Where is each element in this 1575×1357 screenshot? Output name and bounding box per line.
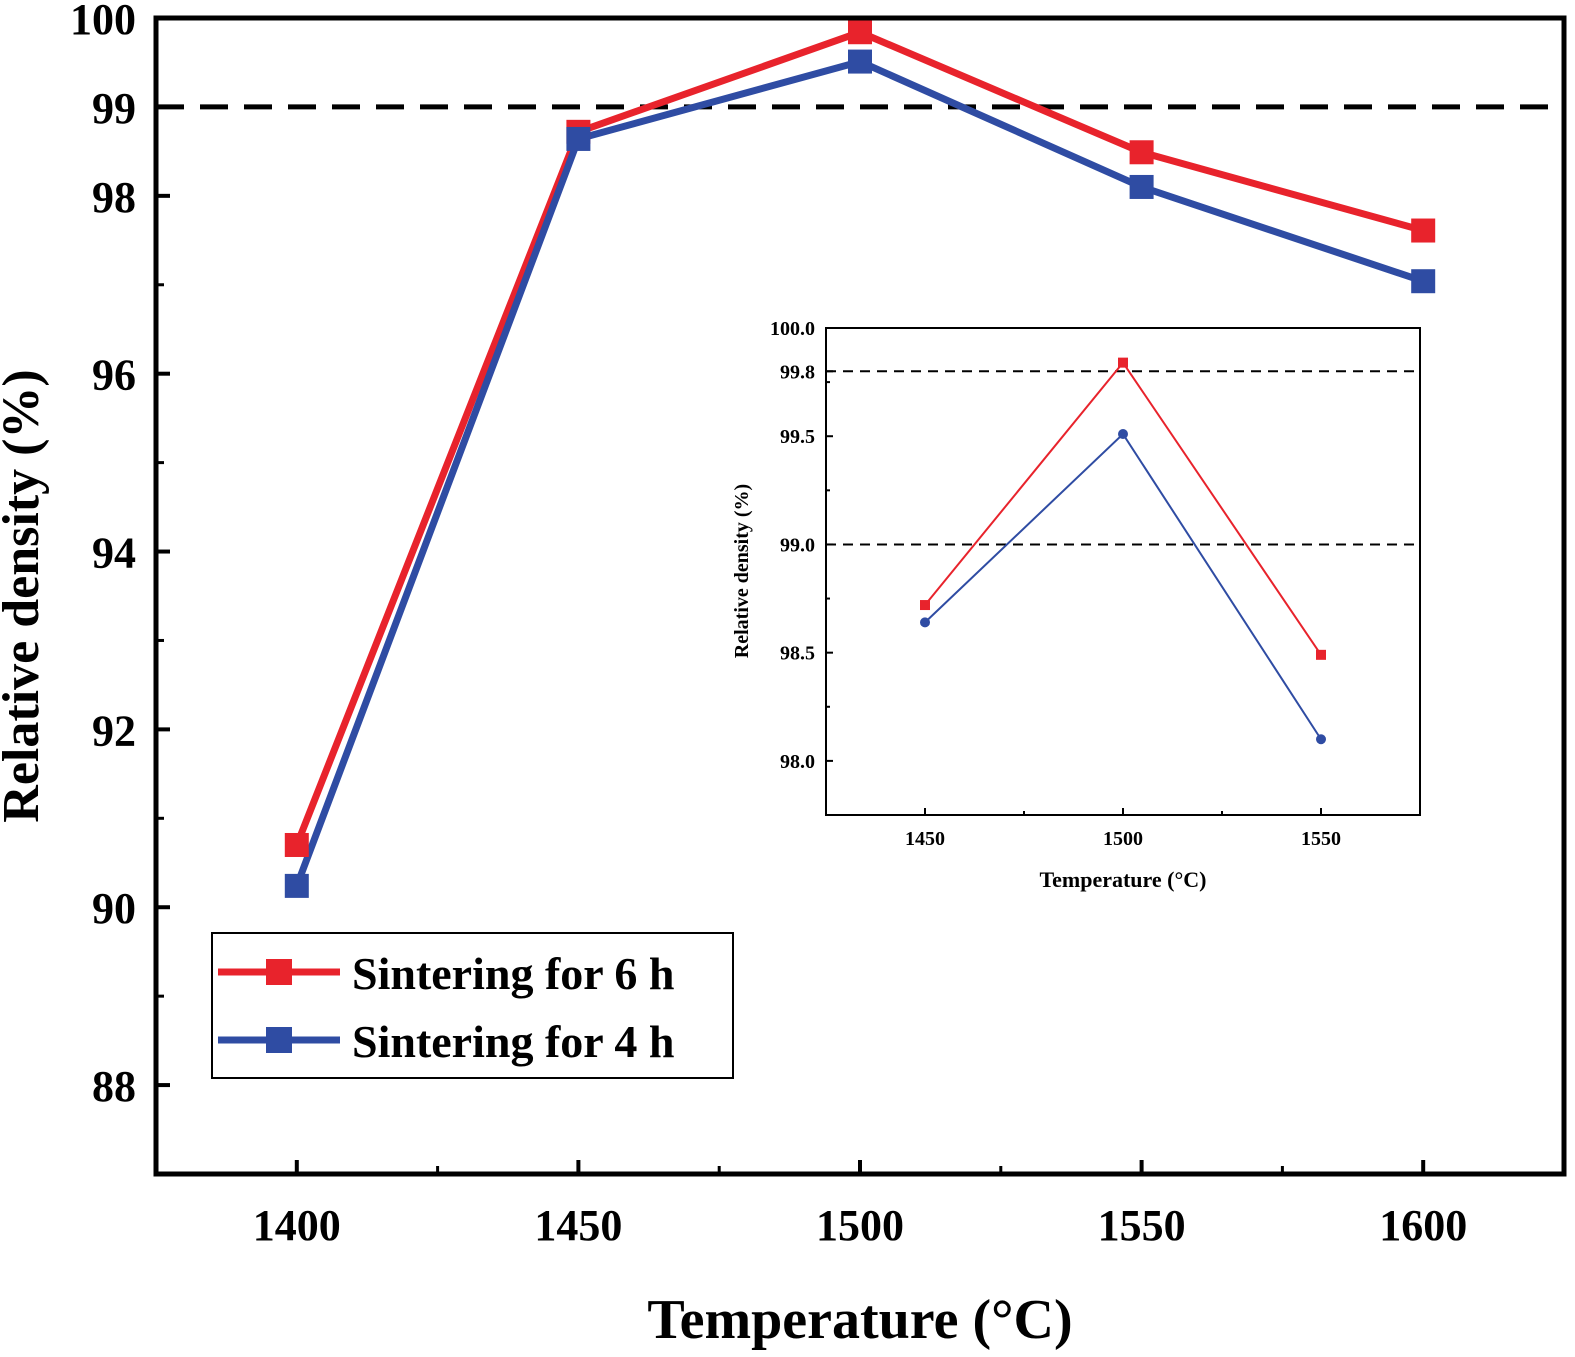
inset-x-tick-label: 1450 [905,828,945,850]
inset-series-0-point [920,600,930,611]
inset-reference-lines [826,370,1420,546]
legend-marker-4h [266,1027,292,1053]
legend-label-4h: Sintering for 4 h [352,1016,674,1067]
main-y-tick-label: 92 [92,706,136,755]
main-plot-frame [153,15,1567,1177]
inset-plot-frame [825,327,1421,816]
main-y-tick-label: 99 [92,84,136,133]
inset-series-group [920,357,1326,745]
inset-series-0-point [1118,357,1128,368]
inset-series-1-point [920,617,930,628]
main-x-tick-label: 1500 [816,1201,904,1250]
main-series-0-point [1129,140,1154,165]
main-series-group [284,20,1436,898]
inset-x-tick-label: 1500 [1103,828,1143,850]
inset-chart: 98.0 98.5 99.0 99.5 99.8 100.0 1450 1500 1550 T… [731,318,1421,892]
legend-marker-6h [266,959,292,985]
inset-x-tick-label: 1550 [1301,828,1341,850]
main-series-0-point [848,20,872,45]
main-series-1-point [284,873,309,898]
main-x-tick-label: 1450 [534,1201,622,1250]
main-series-1-point [1411,269,1436,294]
main-y-tick-label: 88 [92,1062,136,1111]
main-y-axis-label: Relative density (%) [0,369,50,822]
inset-y-tick-label: 98.0 [780,751,815,773]
main-series-1-point [848,49,872,74]
inset-series-1-point [1118,429,1128,440]
legend-entry-6h: Sintering for 6 h [218,948,674,999]
main-y-tick-label: 90 [92,884,136,933]
main-y-tick-label: 100 [70,0,136,44]
main-x-ticks: 1400 1450 1500 1550 1600 [253,1160,1467,1250]
main-x-tick-label: 1550 [1098,1201,1186,1250]
main-y-tick-label: 94 [92,529,136,578]
legend: Sintering for 6 h Sintering for 4 h [211,932,734,1079]
legend-entry-4h: Sintering for 4 h [218,1016,674,1067]
main-series-1-point [566,126,591,151]
inset-series-1-point [1316,734,1326,745]
inset-x-axis-label: Temperature (°C) [1039,867,1206,892]
inset-y-tick-label: 98.5 [780,643,815,665]
inset-y-tick-label: 99.5 [780,426,815,448]
main-y-tick-label: 96 [92,351,136,400]
legend-label-6h: Sintering for 6 h [352,948,674,999]
main-series-0-point [284,832,309,857]
main-y-tick-label: 98 [92,173,136,222]
inset-y-tick-label: 99.0 [780,534,815,556]
main-x-tick-label: 1400 [253,1201,341,1250]
main-x-tick-label: 1600 [1379,1201,1467,1250]
legend-box [211,932,734,1079]
main-x-axis-label: Temperature (°C) [647,1289,1072,1351]
main-series-0-point [1411,218,1436,243]
inset-background [826,328,1420,815]
inset-y-axis-label: Relative density (%) [731,484,753,658]
main-series-1-point [1129,174,1154,199]
inset-series-0-point [1316,649,1326,660]
inset-y-tick-label: 100.0 [770,318,815,340]
inset-y-tick-label: 99.8 [780,361,815,383]
inset-x-ticks: 1450 1500 1550 [905,808,1341,850]
inset-y-ticks: 98.0 98.5 99.0 99.5 99.8 100.0 [770,318,833,773]
